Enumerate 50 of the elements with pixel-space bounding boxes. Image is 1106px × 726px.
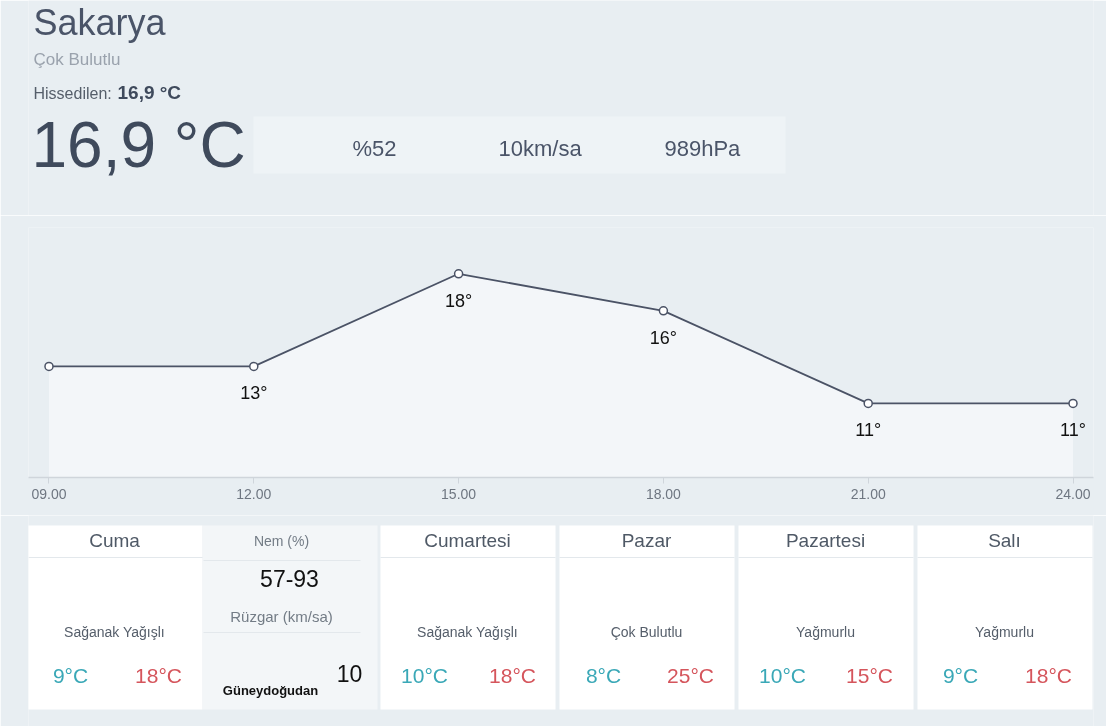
data-label: 18°	[444, 290, 473, 311]
text: Pazar	[621, 530, 672, 552]
data-label: 16°	[649, 327, 678, 348]
text: Yağmurlu	[796, 624, 855, 641]
text: 10°C	[759, 664, 806, 688]
text: 989hPa	[664, 136, 742, 162]
text: 16,9 °C	[31, 109, 246, 182]
data-label: 11°	[1060, 420, 1086, 441]
text: Cumartesi	[424, 530, 511, 552]
chart-title: Sakarya	[33, 2, 167, 44]
text: 16,9 °C	[117, 82, 182, 104]
text: 25°C	[667, 664, 714, 688]
x-tick-label: 12.00	[236, 485, 272, 502]
text: Rüzgar (km/sa)	[230, 607, 333, 625]
text: 9°C	[942, 664, 979, 688]
point	[863, 398, 873, 409]
text: %52	[352, 136, 397, 162]
point	[658, 306, 669, 316]
text: 57-93	[260, 565, 319, 592]
data-label: 11°	[855, 420, 882, 441]
text: 10km/sa	[498, 136, 583, 162]
x-tick-label: 18.00	[645, 485, 682, 502]
text: 18°C	[1025, 664, 1072, 688]
text: Cuma	[89, 530, 141, 552]
chart-subtitle: Çok Bulutlu	[33, 49, 121, 69]
text: Hissedilen:	[33, 85, 112, 103]
text: 15°C	[846, 664, 893, 688]
text: Nem (%)	[253, 533, 310, 550]
text: 18°C	[135, 664, 182, 688]
text: Sağanak Yağışlı	[64, 624, 165, 641]
text: 8°C	[585, 664, 622, 688]
text: Yağmurlu	[975, 624, 1034, 641]
text: Pazartesi	[785, 530, 866, 552]
x-tick-label: 09.00	[31, 485, 67, 502]
point	[453, 269, 464, 279]
text: Salı	[988, 530, 1021, 552]
text: 9°C	[52, 664, 89, 688]
x-tick-label: 15.00	[441, 485, 477, 502]
point	[249, 361, 259, 372]
point	[44, 361, 54, 372]
text: Sağanak Yağışlı	[417, 624, 518, 641]
text: Çok Bulutlu	[610, 624, 683, 641]
text: 18°C	[489, 664, 536, 688]
data-label: 13°	[240, 383, 268, 404]
x-tick-label: 21.00	[850, 485, 886, 502]
text: Güneydoğudan	[222, 683, 319, 699]
text: 10°C	[401, 664, 448, 688]
text: 10	[336, 660, 363, 687]
point	[1068, 398, 1078, 409]
x-tick-label: 24.00	[1055, 485, 1091, 502]
